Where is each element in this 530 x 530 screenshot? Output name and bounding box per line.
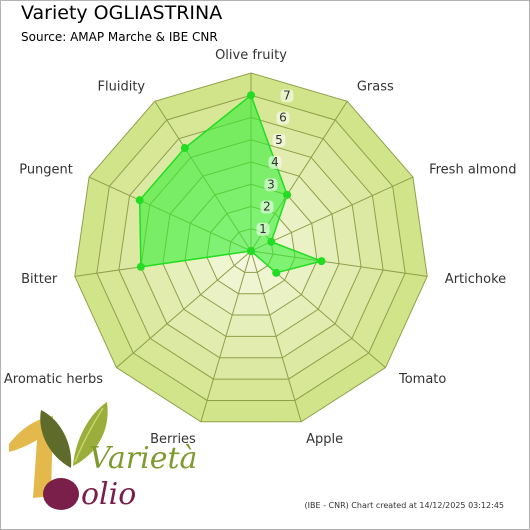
data-point	[317, 257, 326, 266]
data-point	[247, 91, 255, 100]
axis-label: Aromatic herbs	[4, 372, 103, 387]
axis-label: Berries	[150, 432, 196, 447]
axis-label: Apple	[306, 432, 343, 447]
axis-label: Grass	[357, 79, 394, 94]
radial-tick-label: 6	[279, 111, 287, 125]
data-point	[267, 237, 276, 246]
logo-leaf-right	[73, 402, 108, 466]
grid-spoke	[116, 250, 252, 368]
axis-label: Fluidity	[98, 79, 146, 94]
tick-label-bg	[268, 156, 282, 169]
logo-leaf-vein-right	[74, 407, 104, 463]
logo-text-olio: olio	[81, 477, 136, 512]
data-point	[283, 190, 292, 199]
varieta-olio-logo: Varietà olio	[9, 402, 197, 512]
series-area	[138, 94, 324, 274]
data-point	[135, 196, 144, 205]
tick-label-bg	[260, 200, 274, 214]
data-point	[180, 144, 189, 153]
chart-title: Variety OGLIASTRINA	[21, 2, 223, 24]
axis-label: Tomato	[398, 372, 446, 387]
tick-label-bg	[272, 133, 286, 147]
axis-label: Fresh almond	[429, 163, 516, 178]
logo-figure-one	[9, 416, 53, 498]
radial-tick-label: 1	[259, 222, 267, 236]
data-point	[247, 247, 255, 255]
tick-label-bg	[280, 89, 294, 103]
data-point	[272, 268, 281, 277]
radial-tick-label: 4	[271, 155, 279, 169]
radial-tick-label: 3	[267, 177, 275, 191]
tick-label-bg	[276, 111, 290, 125]
axis-label: Pungent	[19, 163, 73, 178]
axis-label: Artichoke	[445, 272, 506, 287]
logo-olive	[43, 478, 79, 510]
tick-label-bg	[264, 178, 278, 192]
chart-credit: (IBE - CNR) Chart created at 14/12/2025 …	[304, 501, 505, 510]
radial-tick-label: 7	[283, 88, 291, 102]
grid-spoke	[250, 176, 414, 252]
radial-tick-label: 5	[275, 133, 283, 147]
chart-subtitle: Source: AMAP Marche & IBE CNR	[21, 30, 218, 44]
logo-leaf-left	[40, 410, 72, 468]
tick-label-bg	[256, 222, 270, 236]
logo-text-varieta: Varietà	[89, 441, 197, 476]
axis-label: Olive fruity	[215, 48, 287, 63]
grid-spoke	[250, 250, 302, 422]
radial-tick-label: 2	[263, 200, 271, 214]
data-point	[136, 262, 145, 271]
axis-label: Bitter	[21, 272, 58, 287]
grid-spoke	[200, 250, 252, 422]
